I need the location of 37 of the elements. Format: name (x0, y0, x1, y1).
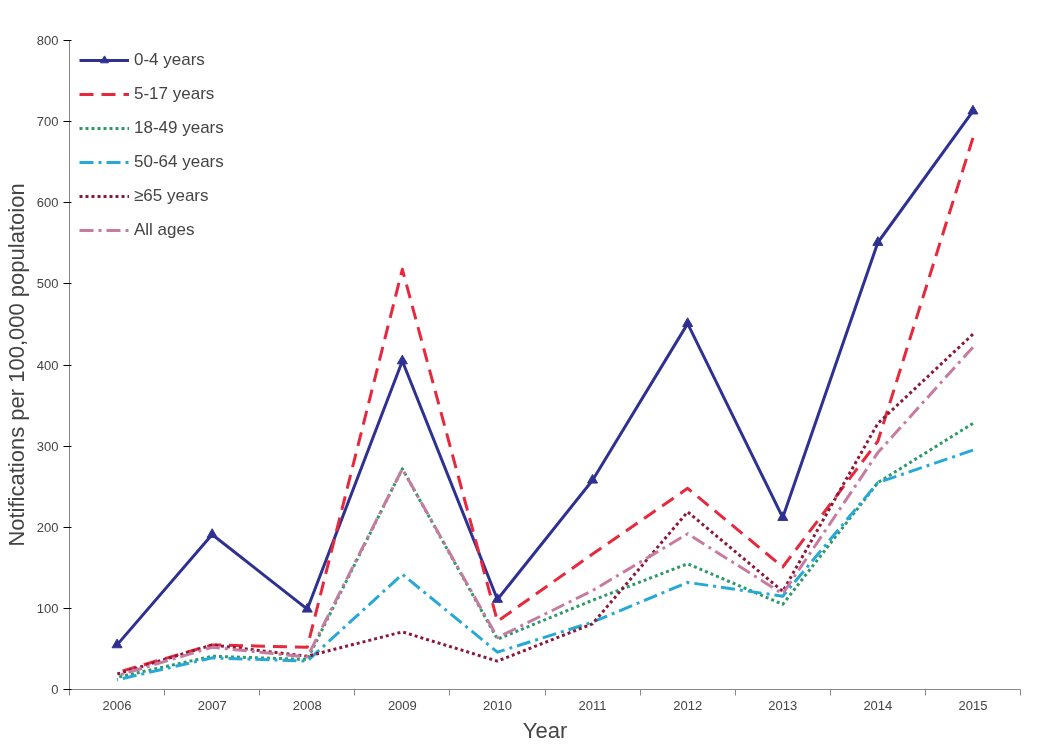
legend-label: 5-17 years (134, 84, 215, 104)
x-tick-label: 2006 (102, 697, 132, 713)
y-tick-label: 500 (36, 276, 59, 292)
point (491, 593, 503, 603)
x-tick-label: 2009 (387, 697, 417, 713)
y-tick-label: 200 (36, 519, 59, 535)
legend-label: 0-4 years (134, 50, 205, 70)
point (301, 602, 313, 613)
y-tick-label: 700 (36, 114, 59, 130)
x-tick-label: 2014 (863, 697, 893, 713)
y-tick-label: 300 (36, 438, 59, 454)
point (967, 104, 979, 115)
x-axis-title: Year (522, 717, 568, 743)
x-tick-label: 2008 (292, 697, 322, 713)
y-tick-label: 0 (51, 682, 59, 697)
point (777, 511, 789, 521)
point (682, 317, 694, 328)
point (206, 528, 218, 538)
y-tick-label: 800 (36, 33, 59, 48)
y-tick-label: 100 (36, 600, 59, 616)
point (396, 354, 408, 365)
legend-label: All ages (134, 220, 195, 240)
x-tick-label: 2007 (197, 697, 227, 713)
legend-label: 18-49 years (134, 118, 224, 138)
y-tick-label: 600 (36, 195, 59, 211)
legend-label: ≥65 years (134, 186, 209, 206)
point (872, 236, 884, 246)
y-tick-label: 400 (36, 357, 59, 373)
point (587, 473, 599, 484)
x-tick-label: 2015 (958, 697, 988, 713)
x-tick-label: 2013 (768, 697, 798, 713)
legend-label: 50-64 years (134, 152, 224, 172)
y-axis-title: Notifications per 100,000 populatoion (3, 183, 29, 547)
point (111, 638, 123, 649)
x-tick-label: 2011 (578, 697, 607, 713)
x-tick-label: 2012 (673, 697, 703, 713)
x-tick-label: 2010 (482, 697, 512, 713)
